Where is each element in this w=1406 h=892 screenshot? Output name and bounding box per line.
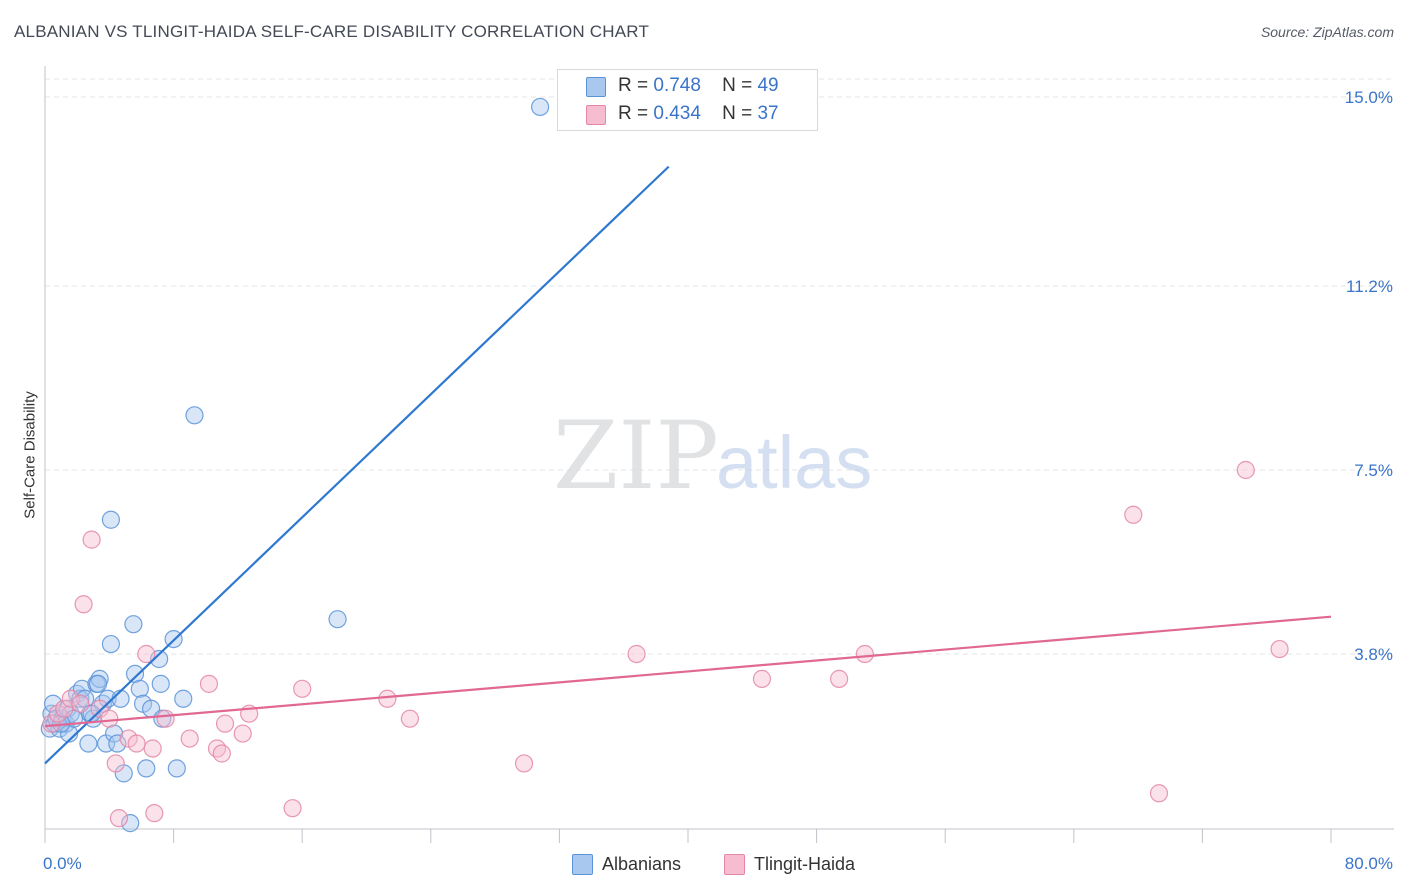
y-tick-label: 15.0%	[1345, 88, 1393, 107]
tlingit-n-value: 37	[757, 103, 779, 124]
watermark: ZIP atlas	[553, 402, 872, 511]
albanian-point	[111, 689, 130, 708]
albanian-point	[43, 694, 63, 713]
watermark-zip: ZIP	[553, 402, 719, 511]
tlingit-n-label: N =	[722, 103, 753, 124]
tick-label-layer: 3.8% 7.5% 11.2% 15.0% 0.0% 80.0%	[43, 88, 1393, 873]
tlingit-point	[378, 689, 397, 708]
tlingit-point	[1149, 784, 1169, 803]
tlingit-point	[180, 729, 199, 748]
tlingit-point	[100, 709, 119, 728]
albanian-point	[328, 610, 347, 629]
tlingit-point	[514, 754, 534, 773]
tlingit-point	[61, 689, 80, 708]
legend-albanians-swatch	[572, 854, 593, 875]
tlingit-r-value: 0.434	[653, 103, 701, 124]
tlingit-point	[127, 734, 146, 753]
tlingit-point	[109, 809, 129, 828]
albanian-point	[130, 679, 149, 698]
albanian-point	[531, 97, 550, 117]
grid-layer	[45, 78, 1395, 655]
tlingit-stats-text: R = 0.434 N = 37	[618, 102, 779, 126]
albanian-point	[108, 734, 127, 753]
albanian-point	[151, 674, 170, 693]
tlingit-point	[82, 530, 101, 549]
y-tick-label: 7.5%	[1354, 461, 1393, 480]
albanian-point	[101, 634, 121, 654]
tlingit-point	[627, 644, 646, 664]
tlingit-point	[90, 699, 109, 718]
albanian-point	[137, 759, 156, 778]
albanian-point	[185, 406, 204, 425]
points-layer	[40, 97, 1289, 833]
tlingit-point	[199, 674, 219, 693]
tlingit-point	[145, 804, 164, 823]
legend-tlingit-swatch	[724, 854, 745, 875]
tlingit-point	[1124, 505, 1143, 524]
albanians-stats-text: R = 0.748 N = 49	[618, 74, 779, 98]
albanian-point	[101, 510, 121, 529]
tlingit-point	[233, 724, 252, 743]
tlingit-point	[42, 714, 61, 733]
albanian-trendline	[44, 165, 670, 765]
tlingit-point	[212, 744, 231, 763]
tlingit-point	[1236, 460, 1255, 480]
x-tick-label: 0.0%	[43, 854, 82, 873]
legend-albanians-label: Albanians	[602, 854, 682, 874]
chart-title: ALBANIAN VS TLINGIT-HAIDA SELF-CARE DISA…	[14, 22, 650, 41]
tlingit-point	[106, 754, 125, 773]
albanian-point	[124, 615, 143, 634]
y-tick-label: 11.2%	[1346, 277, 1393, 296]
albanians-r-label: R =	[618, 75, 649, 96]
tlingit-trendline	[44, 615, 1332, 728]
albanian-point	[121, 814, 140, 833]
tlingit-point	[143, 739, 162, 758]
tlingit-swatch	[586, 105, 606, 125]
albanians-n-label: N =	[722, 75, 753, 96]
chart-source: Source: ZipAtlas.com	[1260, 24, 1394, 40]
tlingit-point	[830, 669, 849, 688]
albanians-swatch	[586, 77, 606, 97]
albanians-n-value: 49	[757, 75, 779, 96]
albanian-point	[79, 734, 98, 753]
tlingit-point	[71, 694, 90, 713]
tlingit-point	[137, 644, 156, 664]
albanians-r-value: 0.748	[653, 75, 701, 96]
tlingit-point	[400, 709, 420, 728]
tlingit-point	[752, 669, 772, 688]
y-tick-label: 3.8%	[1354, 645, 1393, 664]
tlingit-point	[1270, 639, 1289, 659]
stats-box: R = 0.748 N = 49 R = 0.434 N = 37	[557, 69, 818, 131]
tlingit-r-label: R =	[618, 103, 649, 124]
albanian-point	[174, 689, 193, 708]
watermark-atlas: atlas	[716, 421, 872, 504]
trend-layer	[44, 165, 1332, 765]
x-tick-label: 80.0%	[1345, 854, 1393, 873]
tlingit-point	[74, 595, 93, 614]
tlingit-point	[215, 714, 235, 733]
tlingit-point	[207, 739, 227, 758]
legend-tlingit-label: Tlingit-Haida	[754, 854, 856, 874]
tlingit-point	[156, 709, 175, 728]
albanian-point	[167, 759, 186, 778]
legend: Albanians Tlingit-Haida	[0, 852, 1406, 876]
tlingit-point	[855, 644, 874, 664]
albanian-point	[88, 674, 108, 693]
tlingit-point	[283, 799, 302, 818]
tlingit-point	[293, 679, 312, 698]
